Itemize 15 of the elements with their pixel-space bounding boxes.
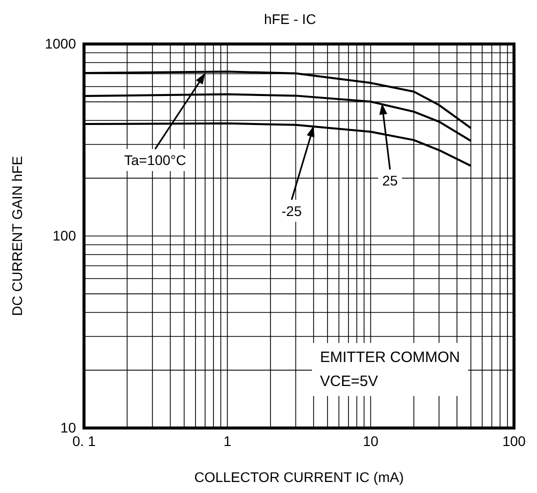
annotation: EMITTER COMMON bbox=[320, 349, 460, 366]
annotation: 25 bbox=[382, 172, 398, 188]
annotation: Ta=100°C bbox=[124, 152, 186, 168]
y-tick-label: 100 bbox=[52, 227, 76, 244]
x-axis-title: COLLECTOR CURRENT IC (mA) bbox=[194, 469, 404, 485]
y-axis-title: DC CURRENT GAIN hFE bbox=[9, 156, 25, 316]
annotation: VCE=5V bbox=[320, 373, 378, 390]
y-tick-label: 1000 bbox=[44, 35, 76, 52]
x-tick-label: 10 bbox=[362, 432, 379, 449]
chart-title: hFE - IC bbox=[264, 11, 316, 27]
annotation: -25 bbox=[282, 202, 302, 219]
x-tick-label: 100 bbox=[502, 432, 526, 449]
x-tick-label: 0. 1 bbox=[72, 432, 96, 449]
y-tick-label: 10 bbox=[60, 419, 76, 436]
x-tick-label: 1 bbox=[223, 432, 232, 449]
